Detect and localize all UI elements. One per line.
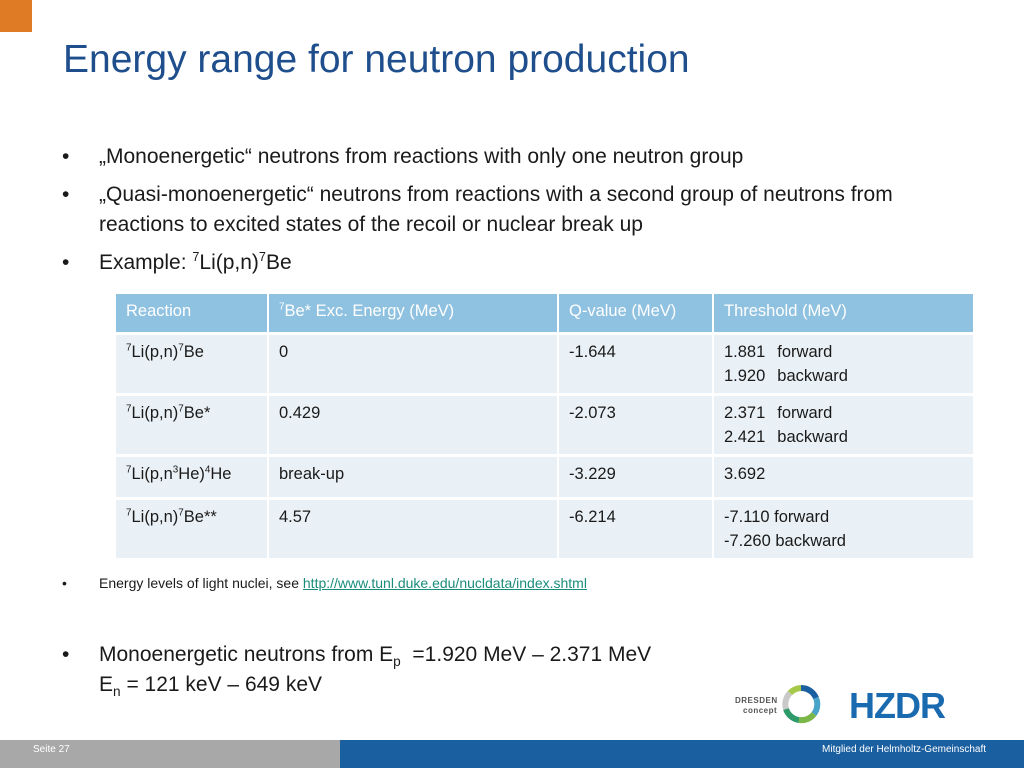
reaction-table: Reaction 7Be* Exc. Energy (MeV) Q-value … bbox=[116, 294, 973, 561]
q-value-cell: -3.229 bbox=[559, 457, 714, 500]
threshold-cell: -7.110 forward -7.260 backward bbox=[714, 500, 973, 561]
reaction-part: Li(p,n) bbox=[131, 508, 179, 526]
exc-energy-cell: break-up bbox=[269, 457, 559, 500]
threshold-direction: backward bbox=[777, 367, 848, 385]
threshold-direction: backward bbox=[777, 428, 848, 446]
exc-energy-cell: 0.429 bbox=[269, 396, 559, 457]
nucldata-link[interactable]: http://www.tunl.duke.edu/nucldata/index.… bbox=[302, 575, 587, 591]
dresden-concept-ring-icon bbox=[782, 684, 821, 724]
reaction-cell: 7Li(p,n)7Be bbox=[116, 335, 269, 396]
threshold-value: -7.260 backward bbox=[724, 532, 846, 550]
bullet-monoenergetic: „Monoenergetic“ neutrons from reactions … bbox=[62, 142, 962, 172]
mass-number: 7 bbox=[126, 342, 132, 354]
threshold-cell: 1.881 forward 1.920 backward bbox=[714, 335, 973, 396]
example-reaction-part: Be bbox=[265, 251, 292, 274]
logo-area: DRESDEN concept HZDR bbox=[735, 684, 995, 726]
slide-title: Energy range for neutron production bbox=[63, 38, 690, 81]
mass-number: 7 bbox=[126, 464, 132, 476]
header-exc-energy: 7Be* Exc. Energy (MeV) bbox=[269, 294, 559, 335]
reaction-part: Be* bbox=[183, 404, 211, 422]
footer-left-bar bbox=[0, 740, 340, 768]
subscript: n bbox=[113, 684, 121, 700]
dresden-concept-line1: DRESDEN bbox=[735, 696, 778, 705]
table-row: 7Li(p,n)7Be* 0.429 -2.073 2.371 forward 2.… bbox=[116, 396, 973, 457]
reaction-part: He bbox=[210, 465, 232, 483]
summary-bullet: • Monoenergetic neutrons from Ep =1.920 … bbox=[62, 640, 651, 700]
threshold-cell: 3.692 bbox=[714, 457, 973, 500]
exc-energy-cell: 0 bbox=[269, 335, 559, 396]
reaction-part: Li(p,n) bbox=[131, 343, 179, 361]
helmholtz-membership: Mitglied der Helmholtz-Gemeinschaft bbox=[822, 744, 986, 755]
mass-number: 7 bbox=[258, 250, 266, 264]
summary-line-1: Monoenergetic neutrons from Ep =1.920 Me… bbox=[99, 640, 651, 670]
threshold-value: 1.881 bbox=[724, 343, 766, 361]
mass-number: 7 bbox=[126, 403, 132, 415]
table-row: 7Li(p,n)7Be** 4.57 -6.214 -7.110 forward… bbox=[116, 500, 973, 561]
dresden-concept-logo-text: DRESDEN concept bbox=[735, 696, 778, 716]
mass-number: 7 bbox=[178, 403, 184, 415]
summary-line-2: En = 121 keV – 649 keV bbox=[99, 670, 651, 700]
reaction-part: Be** bbox=[183, 508, 217, 526]
mass-number: 4 bbox=[204, 464, 211, 476]
bullet-example: Example: 7Li(p,n)7Be bbox=[62, 248, 962, 278]
note-text: Energy levels of light nuclei, see bbox=[99, 575, 303, 591]
summary-text: Monoenergetic neutrons from E bbox=[99, 643, 394, 666]
table-row: 7Li(p,n)7Be 0 -1.644 1.881 forward 1.920 ba… bbox=[116, 335, 973, 396]
mass-number: 3 bbox=[172, 464, 179, 476]
table-row: 7Li(p,n3He)4He break-up -3.229 3.692 bbox=[116, 457, 973, 500]
dresden-concept-line2: concept bbox=[743, 706, 778, 715]
reaction-cell: 7Li(p,n)7Be* bbox=[116, 396, 269, 457]
page-number: Seite 27 bbox=[33, 744, 70, 755]
hzdr-logo-text: HZDR bbox=[849, 688, 946, 722]
bullet-list: „Monoenergetic“ neutrons from reactions … bbox=[62, 142, 962, 286]
q-value-cell: -1.644 bbox=[559, 335, 714, 396]
reaction-part: Li(p,n) bbox=[131, 404, 179, 422]
mass-number: 7 bbox=[178, 342, 184, 354]
bullet-dot: • bbox=[62, 575, 67, 591]
threshold-cell: 2.371 forward 2.421 backward bbox=[714, 396, 973, 457]
summary-text: = 121 keV – 649 keV bbox=[120, 673, 323, 696]
reaction-part: He) bbox=[178, 465, 205, 483]
threshold-value: -7.110 forward bbox=[724, 508, 830, 526]
mass-number: 7 bbox=[279, 301, 285, 313]
bullet-dot: • bbox=[62, 643, 70, 666]
mass-number: 7 bbox=[192, 250, 200, 264]
footer-right-bar bbox=[340, 740, 1024, 768]
summary-text: E bbox=[99, 673, 114, 696]
threshold-value: 1.920 bbox=[724, 367, 766, 385]
threshold-direction: forward bbox=[777, 343, 833, 361]
header-threshold: Threshold (MeV) bbox=[714, 294, 973, 335]
subscript: p bbox=[393, 654, 401, 670]
summary-text: =1.920 MeV – 2.371 MeV bbox=[400, 643, 652, 666]
threshold-value: 2.371 bbox=[724, 404, 766, 422]
hzdr-logo: HZDR bbox=[849, 688, 947, 722]
example-reaction-part: Li(p,n) bbox=[199, 251, 259, 274]
corner-accent bbox=[0, 0, 32, 32]
mass-number: 7 bbox=[126, 507, 132, 519]
reaction-cell: 7Li(p,n)7Be** bbox=[116, 500, 269, 561]
q-value-cell: -2.073 bbox=[559, 396, 714, 457]
mass-number: 7 bbox=[178, 507, 184, 519]
header-q-value: Q-value (MeV) bbox=[559, 294, 714, 335]
reaction-cell: 7Li(p,n3He)4He bbox=[116, 457, 269, 500]
exc-energy-cell: 4.57 bbox=[269, 500, 559, 561]
example-label: Example: bbox=[99, 251, 193, 274]
reaction-part: Be bbox=[183, 343, 204, 361]
table-header-row: Reaction 7Be* Exc. Energy (MeV) Q-value … bbox=[116, 294, 973, 335]
header-exc-label: Be* Exc. Energy (MeV) bbox=[284, 302, 455, 320]
reaction-part: Li(p,n bbox=[131, 465, 173, 483]
q-value-cell: -6.214 bbox=[559, 500, 714, 561]
bullet-quasi-monoenergetic: „Quasi-monoenergetic“ neutrons from reac… bbox=[62, 180, 962, 240]
header-reaction: Reaction bbox=[116, 294, 269, 335]
note-bullet: • Energy levels of light nuclei, see htt… bbox=[62, 575, 587, 591]
threshold-direction: forward bbox=[777, 404, 833, 422]
threshold-value: 2.421 bbox=[724, 428, 766, 446]
